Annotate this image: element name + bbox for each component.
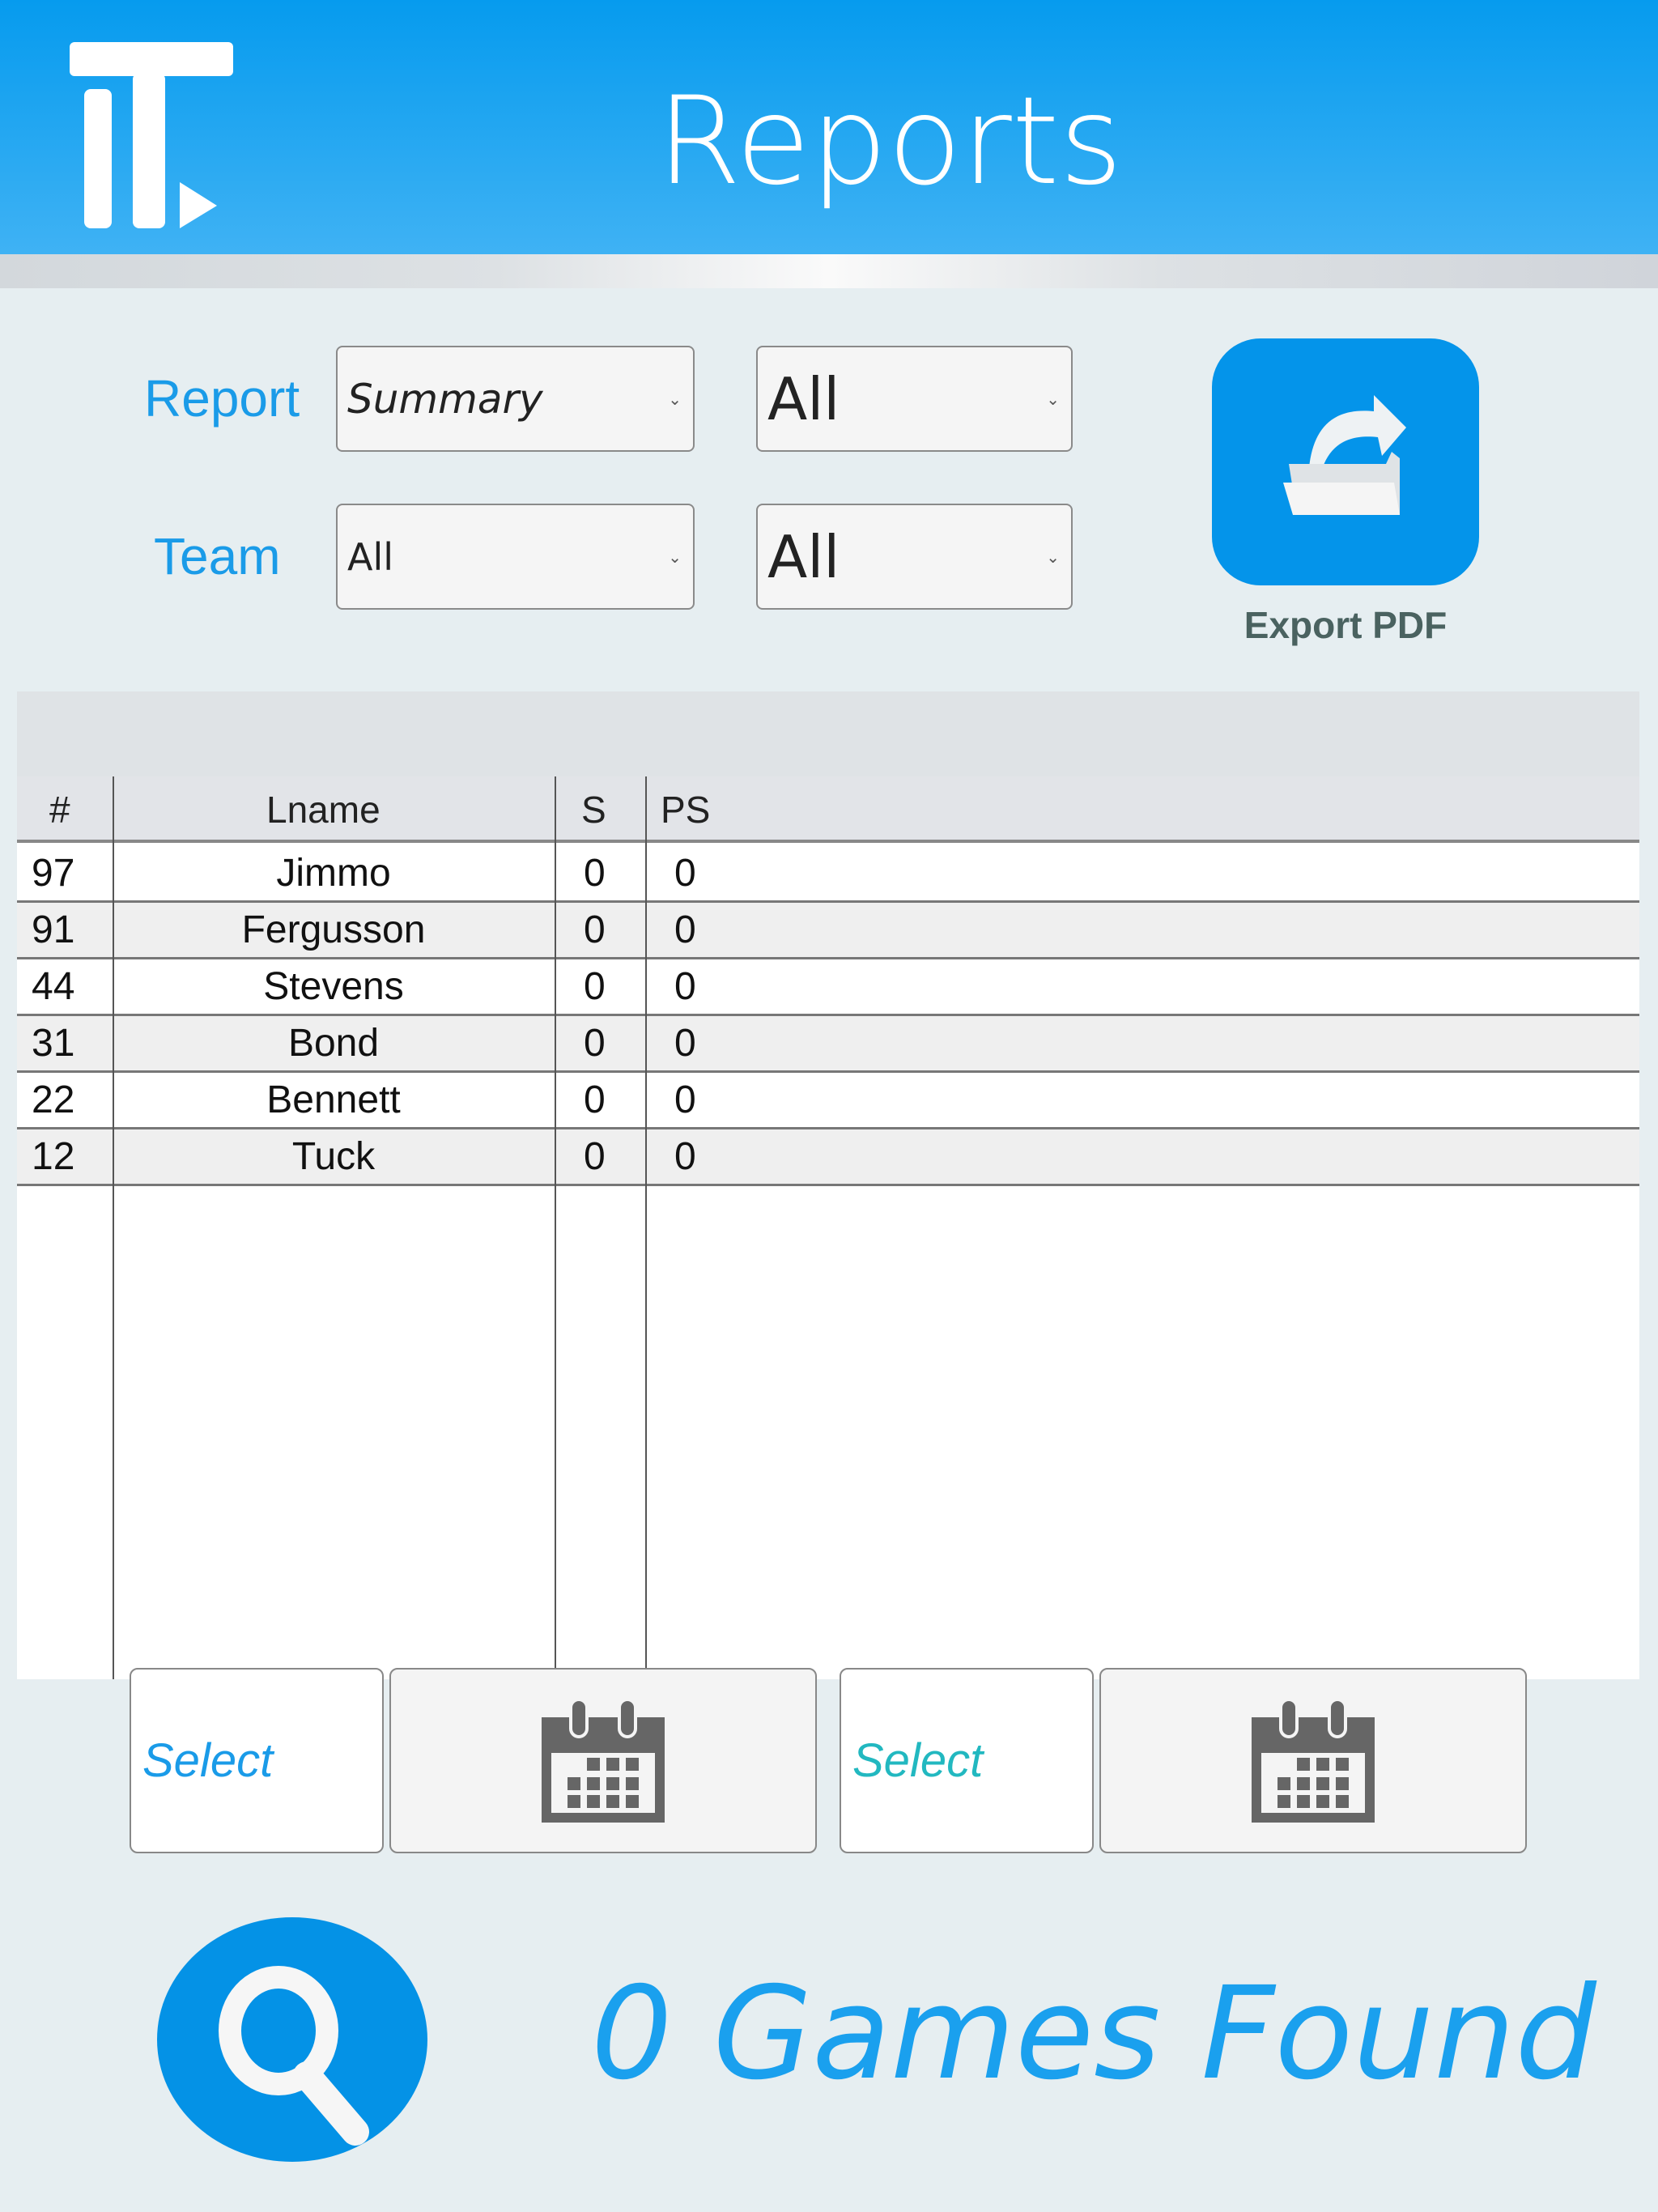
cell-ps: 0 xyxy=(674,852,696,895)
report-type-value: Summary xyxy=(347,375,543,423)
cell-s: 0 xyxy=(584,1022,606,1065)
app-logo-icon xyxy=(70,42,233,228)
report-table: # Lname S PS 97 Jimmo 0 0 91 Fergusson 0 … xyxy=(17,691,1639,1679)
table-row[interactable]: 97 Jimmo 0 0 xyxy=(17,846,1639,903)
column-header-ps[interactable]: PS xyxy=(661,789,711,831)
start-date-select[interactable]: Select xyxy=(130,1668,384,1853)
cell-s: 0 xyxy=(584,965,606,1008)
cell-number: 31 xyxy=(32,1022,75,1065)
team-dropdown[interactable]: All ⌄ xyxy=(336,504,695,610)
calendar-icon xyxy=(1250,1697,1376,1824)
report-scope-dropdown[interactable]: All ⌄ xyxy=(756,346,1073,452)
table-row[interactable]: 91 Fergusson 0 0 xyxy=(17,903,1639,959)
chevron-down-icon: ⌄ xyxy=(1046,547,1060,567)
header-bar: Reports xyxy=(0,0,1658,254)
cell-ps: 0 xyxy=(674,1135,696,1178)
table-row[interactable]: 31 Bond 0 0 xyxy=(17,1016,1639,1073)
table-row[interactable]: 22 Bennett 0 0 xyxy=(17,1073,1639,1129)
report-label: Report xyxy=(144,369,300,428)
search-button[interactable] xyxy=(157,1917,427,2162)
cell-s: 0 xyxy=(584,1135,606,1178)
header-divider xyxy=(0,254,1658,288)
start-date-calendar-button[interactable] xyxy=(389,1668,817,1853)
cell-s: 0 xyxy=(584,908,606,951)
cell-lname: Stevens xyxy=(263,965,404,1008)
cell-lname: Bond xyxy=(287,1022,380,1065)
table-header: # Lname S PS xyxy=(17,776,1639,843)
cell-ps: 0 xyxy=(674,908,696,951)
column-divider xyxy=(645,776,647,1679)
search-icon xyxy=(219,1966,369,2146)
export-pdf-button[interactable] xyxy=(1212,338,1479,585)
cell-ps: 0 xyxy=(674,1078,696,1121)
team-scope-dropdown[interactable]: All ⌄ xyxy=(756,504,1073,610)
chevron-down-icon: ⌄ xyxy=(668,389,682,409)
calendar-icon xyxy=(540,1697,666,1824)
report-scope-value: All xyxy=(767,364,840,433)
cell-number: 44 xyxy=(32,965,75,1008)
cell-ps: 0 xyxy=(674,965,696,1008)
end-date-calendar-button[interactable] xyxy=(1099,1668,1527,1853)
team-scope-value: All xyxy=(767,522,840,591)
team-label: Team xyxy=(154,527,281,585)
report-type-dropdown[interactable]: Summary ⌄ xyxy=(336,346,695,452)
cell-number: 97 xyxy=(32,852,75,895)
cell-ps: 0 xyxy=(674,1022,696,1065)
cell-lname: Bennett xyxy=(266,1078,401,1121)
cell-lname: Tuck xyxy=(291,1135,376,1178)
end-date-label: Select xyxy=(852,1734,984,1787)
table-row[interactable]: 12 Tuck 0 0 xyxy=(17,1129,1639,1186)
column-divider xyxy=(555,776,556,1679)
page-title: Reports xyxy=(657,71,1123,212)
chevron-down-icon: ⌄ xyxy=(1046,389,1060,409)
cell-lname: Fergusson xyxy=(241,908,426,951)
table-toolbar xyxy=(17,691,1639,776)
start-date-label: Select xyxy=(142,1734,274,1787)
cell-number: 22 xyxy=(32,1078,75,1121)
cell-number: 91 xyxy=(32,908,75,951)
end-date-select[interactable]: Select xyxy=(840,1668,1094,1853)
team-value: All xyxy=(347,534,394,579)
folder-share-icon xyxy=(1283,395,1406,515)
table-row[interactable]: 44 Stevens 0 0 xyxy=(17,959,1639,1016)
cell-s: 0 xyxy=(584,852,606,895)
chevron-down-icon: ⌄ xyxy=(668,547,682,567)
column-header-number[interactable]: # xyxy=(49,789,70,831)
cell-lname: Jimmo xyxy=(276,852,391,895)
column-header-lname[interactable]: Lname xyxy=(266,789,380,831)
cell-number: 12 xyxy=(32,1135,75,1178)
games-found-text: 0 Games Found xyxy=(591,1959,1596,2108)
cell-s: 0 xyxy=(584,1078,606,1121)
export-pdf-label: Export PDF xyxy=(1244,604,1448,646)
column-divider xyxy=(113,776,114,1679)
column-header-s[interactable]: S xyxy=(581,789,606,831)
